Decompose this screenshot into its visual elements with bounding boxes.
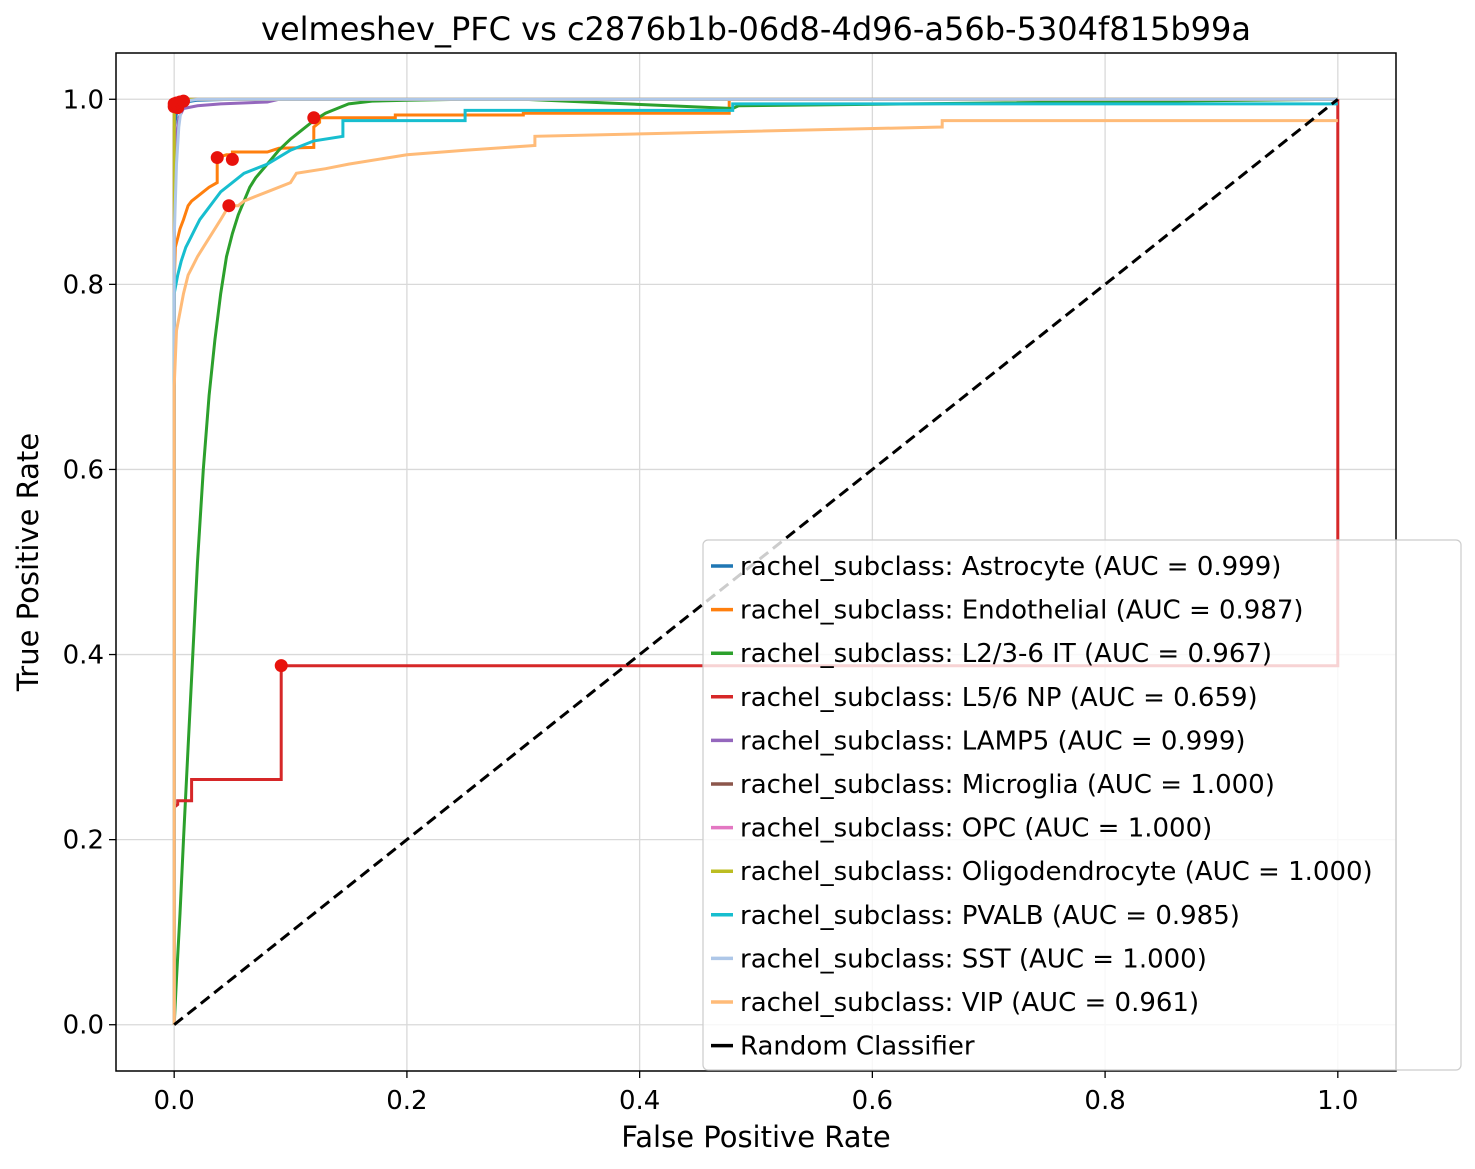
legend-entry: Random Classifier: [740, 1032, 975, 1062]
legend-entry: rachel_subclass: Astrocyte (AUC = 0.999): [740, 552, 1281, 582]
optimal-threshold-marker: [274, 659, 288, 673]
legend-entry: rachel_subclass: VIP (AUC = 0.961): [740, 988, 1199, 1018]
y-tick-label: 1.0: [63, 85, 104, 115]
legend-entry: rachel_subclass: Microglia (AUC = 1.000): [740, 770, 1275, 800]
x-tick-label: 0.8: [1084, 1086, 1125, 1116]
legend-box: [702, 539, 1462, 1071]
y-tick-label: 0.4: [63, 641, 104, 671]
y-axis-label: True Positive Rate: [11, 433, 45, 692]
y-tick-label: 0.8: [63, 270, 104, 300]
series-line-9: [172, 97, 1338, 1025]
x-tick-label: 0.0: [154, 1086, 195, 1116]
chart-title: velmeshev_PFC vs c2876b1b-06d8-4d96-a56b…: [261, 10, 1251, 48]
legend-entry: rachel_subclass: Oligodendrocyte (AUC = …: [740, 857, 1373, 887]
series-line-10: [172, 119, 1338, 1025]
optimal-threshold-marker: [307, 111, 321, 125]
optimal-threshold-marker: [210, 151, 224, 165]
optimal-threshold-marker: [225, 152, 239, 166]
y-tick-label: 0.0: [63, 1011, 104, 1041]
optimal-threshold-marker: [176, 94, 190, 108]
series-line-3: [172, 99, 1340, 1025]
legend-entry: rachel_subclass: L5/6 NP (AUC = 0.659): [740, 683, 1258, 713]
x-axis-label: False Positive Rate: [621, 1120, 891, 1154]
series-line-11: [173, 98, 1339, 1026]
series-line-8: [172, 102, 1338, 1025]
optimal-threshold-marker: [222, 199, 236, 213]
legend-entry: rachel_subclass: LAMP5 (AUC = 0.999): [740, 726, 1246, 756]
x-tick-label: 0.2: [386, 1086, 427, 1116]
x-tick-label: 0.6: [852, 1086, 893, 1116]
x-tick-label: 0.4: [619, 1086, 660, 1116]
plot-lines: [167, 94, 1340, 1026]
y-tick-label: 0.2: [63, 826, 104, 856]
x-tick-label: 1.0: [1317, 1086, 1358, 1116]
legend-entry: rachel_subclass: L2/3-6 IT (AUC = 0.967): [740, 639, 1272, 669]
legend-entry: rachel_subclass: SST (AUC = 1.000): [740, 944, 1207, 974]
axis-ticks: 0.0 0.2 0.4 0.6 0.8 1.0 0.0 0.2 0.4 0.6 0.8 1.0: [63, 85, 1359, 1116]
legend: rachel_subclass: Astrocyte (AUC = 0.999)…: [702, 539, 1462, 1071]
legend-entry: rachel_subclass: PVALB (AUC = 0.985): [740, 901, 1240, 931]
y-tick-label: 0.6: [63, 455, 104, 485]
legend-entry: rachel_subclass: Endothelial (AUC = 0.98…: [740, 596, 1304, 626]
legend-entry: rachel_subclass: OPC (AUC = 1.000): [740, 814, 1212, 844]
